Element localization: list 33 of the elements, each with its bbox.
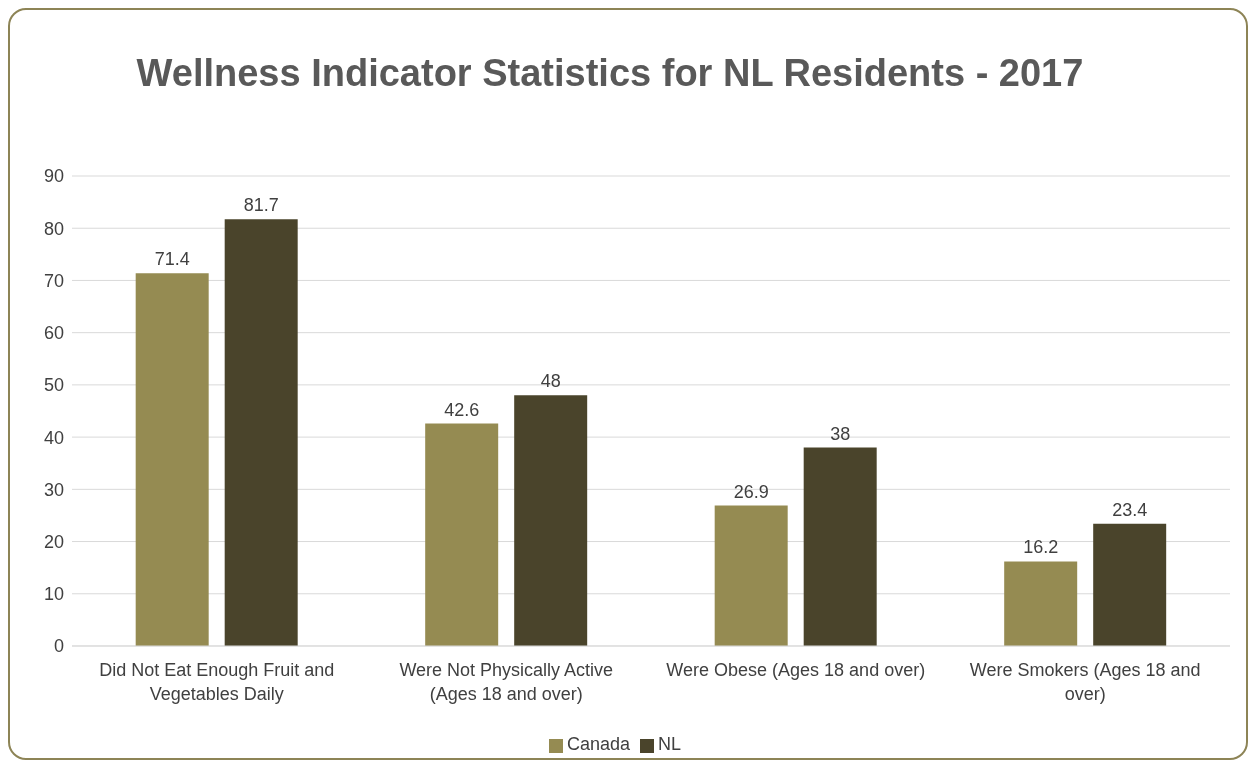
bar	[425, 423, 499, 646]
x-tick-label: Were Smokers (Ages 18 and over)	[969, 660, 1201, 704]
y-tick-label: 90	[43, 166, 64, 187]
data-label: 48	[540, 371, 561, 392]
data-label: 26.9	[733, 481, 769, 502]
bar	[514, 395, 588, 646]
y-tick-label: 0	[53, 636, 64, 657]
y-tick-label: 30	[43, 479, 64, 500]
x-tick-label: Were Not Physically Active (Ages 18 and over)	[399, 660, 614, 704]
y-tick-label: 80	[43, 218, 64, 239]
bar	[135, 273, 209, 646]
data-label: 71.4	[154, 249, 190, 270]
data-label: 23.4	[1112, 499, 1148, 520]
y-tick-label: 40	[43, 427, 64, 448]
chart-title: Wellness Indicator Statistics for NL Residents - 2017	[135, 51, 1085, 96]
bar	[714, 505, 788, 646]
y-tick-label: 10	[43, 584, 64, 605]
data-label: 81.7	[243, 195, 279, 216]
data-label: 16.2	[1023, 537, 1059, 558]
bar	[224, 219, 298, 646]
y-tick-label: 70	[43, 270, 64, 291]
data-label: 42.6	[444, 399, 480, 420]
x-tick-label: Were Obese (Ages 18 and over)	[666, 660, 926, 680]
y-tick-label: 50	[43, 375, 64, 396]
bar	[1004, 561, 1078, 646]
data-label: 38	[830, 423, 851, 444]
legend-label: Canada	[566, 734, 631, 754]
y-tick-label: 60	[43, 323, 64, 344]
bar	[803, 447, 877, 646]
y-tick-label: 20	[43, 531, 64, 552]
bar	[1093, 523, 1167, 646]
legend-label: NL	[658, 734, 682, 754]
x-tick-label: Did Not Eat Enough Fruit and Vegetables Daily	[99, 660, 335, 704]
